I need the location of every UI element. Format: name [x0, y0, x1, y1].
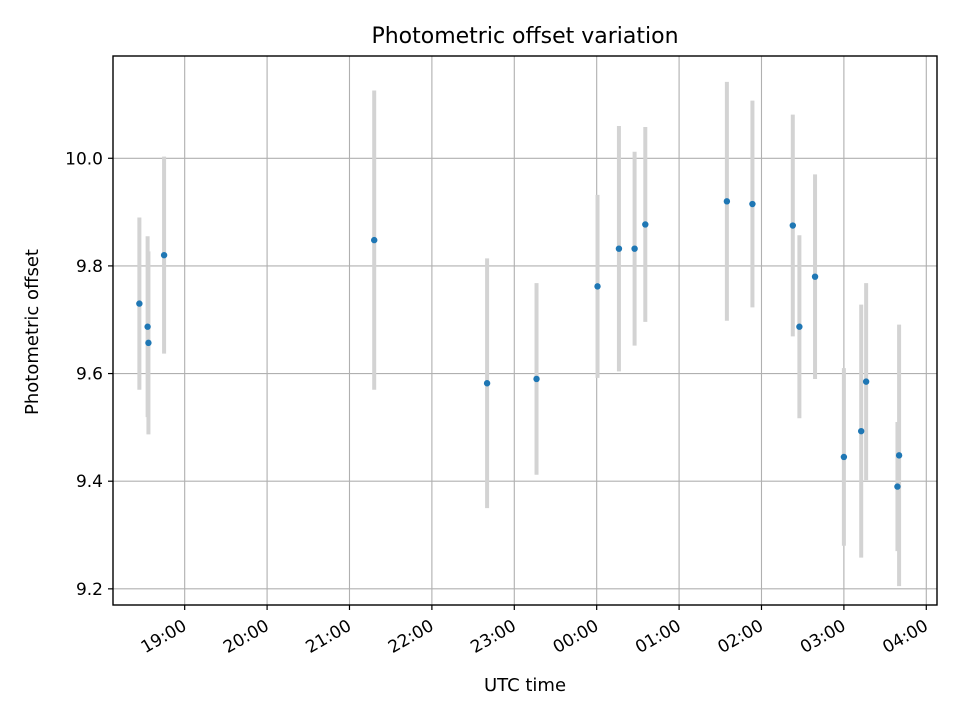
data-point: [840, 453, 848, 461]
x-tick-label: 23:00: [467, 616, 519, 658]
plot-frame: [112, 55, 938, 606]
x-tick-label: 22:00: [385, 616, 437, 658]
y-tick-label: 10.0: [65, 149, 103, 169]
data-point: [371, 236, 378, 244]
data-point: [483, 380, 491, 387]
data-point: [811, 273, 819, 280]
y-tick-label: 9.6: [76, 365, 103, 385]
data-point: [160, 251, 168, 259]
data-point: [642, 221, 649, 228]
data-point: [796, 323, 803, 330]
data-point: [723, 198, 731, 205]
x-tick-label: 02:00: [715, 616, 767, 658]
y-tick-label: 9.2: [76, 580, 103, 600]
data-point: [749, 200, 756, 208]
y-tick-label: 9.8: [76, 257, 103, 277]
x-tick-label: 00:00: [550, 616, 602, 658]
x-tick-label: 20:00: [220, 616, 272, 658]
x-tick-label: 19:00: [138, 616, 190, 658]
y-axis-label: Photometric offset: [22, 249, 43, 415]
data-point: [594, 283, 601, 290]
y-tick-label: 9.4: [76, 472, 103, 492]
data-point: [894, 483, 901, 490]
x-tick-label: 01:00: [632, 616, 684, 658]
axis-ticks: 19:00 20:00 21:00 22:00 23:00 00:00 01:00 02:00…: [65, 149, 932, 658]
x-tick-label: 03:00: [797, 616, 849, 658]
data-point: [136, 300, 143, 307]
error-bars: [137, 81, 902, 587]
data-point: [533, 375, 540, 383]
data-points: [136, 198, 903, 490]
data-point: [615, 245, 623, 252]
data-point: [789, 222, 796, 229]
chart-title: Photometric offset variation: [371, 24, 678, 49]
data-point: [631, 245, 638, 252]
data-point: [857, 427, 865, 435]
data-point: [895, 452, 903, 459]
x-axis-label: UTC time: [484, 675, 566, 696]
data-point: [145, 339, 152, 347]
x-tick-label: 21:00: [303, 616, 355, 658]
data-point: [144, 323, 151, 330]
x-tick-label: 04:00: [879, 616, 931, 658]
data-point: [862, 378, 870, 385]
